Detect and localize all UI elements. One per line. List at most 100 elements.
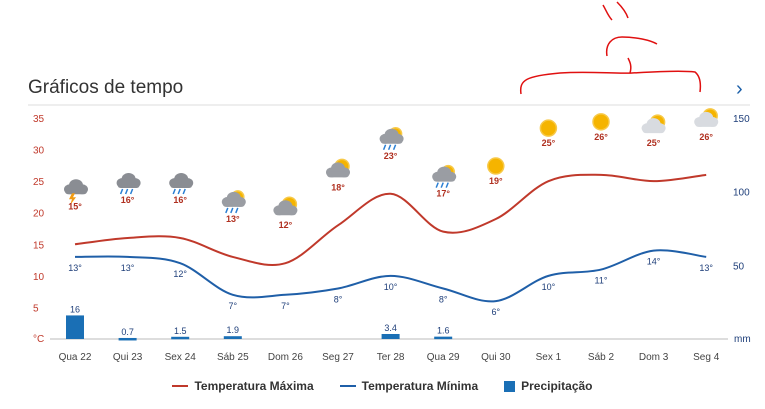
- min-temp-label: 10°: [384, 282, 398, 292]
- min-temp-label: 7°: [281, 301, 290, 311]
- max-temp-label: 16°: [173, 195, 187, 205]
- sun-rain-cloud-icon: [221, 190, 246, 214]
- legend-item-precip[interactable]: Precipitação: [504, 378, 593, 394]
- precip-data-label: 3.4: [384, 323, 397, 333]
- x-tick-label: Qua 29: [427, 352, 460, 363]
- max-temp-label: 19°: [489, 176, 503, 186]
- cloud-shape: [642, 127, 665, 134]
- x-tick-label: Qua 22: [59, 352, 92, 363]
- rain-drop: [392, 144, 397, 151]
- rain-drop: [119, 188, 124, 195]
- x-tick-label: Sex 24: [165, 352, 197, 363]
- page-title: Gráficos de tempo: [28, 77, 184, 98]
- precip-data-label: 16: [70, 304, 80, 314]
- legend-swatch-precip: [504, 380, 516, 392]
- x-tick-label: Seg 27: [322, 352, 354, 363]
- min-temp-label: 13°: [68, 263, 82, 273]
- precip-bar: [381, 333, 400, 339]
- max-temp-label: 18°: [331, 182, 345, 192]
- rain-drop: [387, 144, 392, 151]
- cloud-shape: [65, 188, 87, 195]
- sun-cloud-icon: [326, 158, 350, 178]
- y-right-tick-label: 50: [733, 261, 745, 272]
- rain-drop: [129, 188, 134, 195]
- storm-cloud-icon: [64, 179, 88, 206]
- precip-bar: [118, 337, 137, 341]
- annotation-bracket: [519, 70, 702, 95]
- y-left-tick-label: 30: [33, 146, 45, 157]
- precip-data-label: 1.5: [174, 326, 187, 336]
- legend-item-max[interactable]: Temperatura Máxima: [172, 378, 314, 394]
- max-temp-label: 12°: [279, 220, 293, 230]
- cloud-shape: [274, 209, 297, 216]
- max-temp-label: 23°: [384, 151, 398, 161]
- sun-shape: [592, 113, 610, 131]
- precip-data-label: 1.6: [437, 326, 450, 336]
- min-temp-label: 13°: [121, 263, 135, 273]
- series-line-max: [74, 173, 707, 267]
- sun-shape: [539, 119, 558, 137]
- annotation-scribble: [602, 4, 613, 21]
- cloud-shape: [327, 171, 349, 178]
- sun-cloud-icon: [641, 114, 666, 134]
- sun-icon: [487, 157, 505, 175]
- precip-data-label: 0.7: [121, 327, 134, 337]
- y-left-tick-label: 10: [33, 272, 45, 283]
- legend-label-min: Temperatura Mínima: [361, 379, 479, 393]
- max-temp-label: 26°: [699, 132, 713, 142]
- cloud-shape: [222, 200, 245, 207]
- rain-drop: [172, 188, 176, 195]
- legend-label-max: Temperatura Máxima: [194, 379, 314, 393]
- max-temp-label: 15°: [68, 201, 82, 211]
- annotation-scribble: [605, 36, 658, 57]
- rain-drop: [225, 207, 229, 214]
- precip-bar: [66, 315, 84, 339]
- x-tick-label: Ter 28: [377, 352, 405, 363]
- x-tick-label: Qui 23: [113, 352, 143, 363]
- cloud-shape: [117, 181, 140, 188]
- min-temp-label: 10°: [542, 282, 556, 292]
- rain-drop: [124, 188, 129, 195]
- min-temp-label: 8°: [334, 294, 343, 304]
- x-tick-label: Dom 3: [639, 352, 669, 363]
- chevron-right-icon[interactable]: ›: [736, 78, 743, 100]
- y-left-unit-label: °C: [33, 334, 44, 345]
- max-temp-label: 25°: [542, 138, 556, 148]
- chart-legend: Temperatura Máxima Temperatura Mínima Pr…: [0, 378, 765, 394]
- annotation-bracket: [627, 57, 632, 74]
- rain-cloud-icon: [169, 172, 194, 195]
- legend-item-min[interactable]: Temperatura Mínima: [339, 378, 479, 394]
- min-temp-label: 13°: [699, 263, 713, 273]
- precip-bar: [171, 336, 190, 340]
- rain-drop: [182, 188, 186, 195]
- x-tick-label: Sex 1: [536, 352, 562, 363]
- y-left-tick-label: 35: [33, 114, 45, 125]
- max-temp-label: 13°: [226, 214, 240, 224]
- annotation-scribble: [616, 1, 629, 19]
- min-temp-label: 12°: [173, 269, 187, 279]
- x-tick-label: Sáb 25: [217, 352, 249, 363]
- max-temp-label: 17°: [436, 189, 450, 199]
- rain-drop: [235, 207, 239, 214]
- precip-data-label: 1.9: [227, 325, 240, 335]
- x-tick-label: Sáb 2: [588, 352, 615, 363]
- legend-label-precip: Precipitação: [521, 379, 593, 393]
- y-right-tick-label: 150: [733, 114, 750, 125]
- y-left-tick-label: 20: [33, 209, 45, 220]
- rain-drop: [382, 144, 387, 151]
- y-right-tick-label: 100: [733, 188, 750, 199]
- precip-bar: [434, 336, 453, 340]
- sun-cloud-icon: [273, 196, 298, 216]
- cloud-shape: [695, 120, 718, 127]
- rain-drop: [440, 182, 444, 188]
- min-temp-label: 6°: [491, 307, 500, 317]
- series-line-min: [74, 249, 707, 303]
- cloud-shape: [380, 137, 403, 144]
- precip-bar: [223, 336, 242, 339]
- x-tick-label: Seg 4: [693, 352, 720, 363]
- sun-cloud-icon: [694, 108, 719, 127]
- rain-drop: [230, 207, 234, 214]
- rain-cloud-icon: [116, 172, 141, 195]
- min-temp-label: 7°: [228, 301, 237, 311]
- cloud-shape: [170, 181, 193, 188]
